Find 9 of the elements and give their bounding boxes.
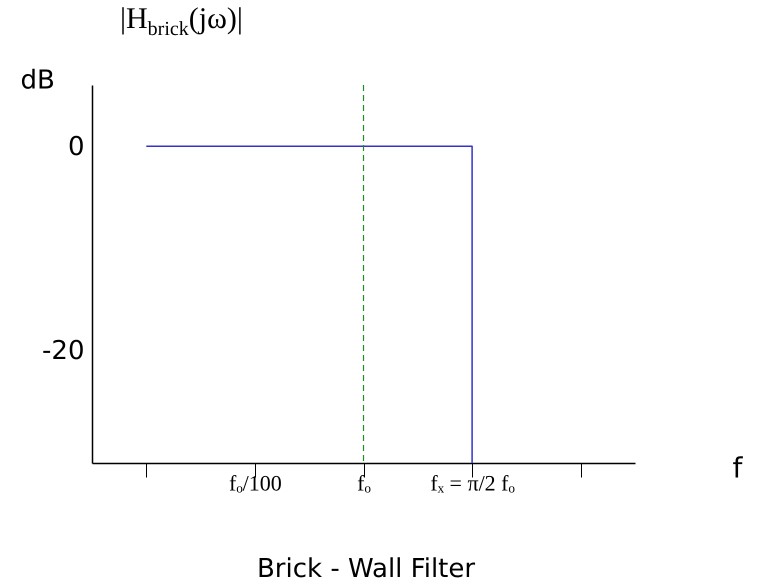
x-tick-label: fₒ/100 [229,470,282,496]
x-axis-title: f [732,452,744,484]
y-axis-title: dB [20,66,55,96]
text: |H$_{brick}$(jω)| [120,2,243,41]
y-tick-label: 0 [68,132,84,162]
y-tick-label: -20 [42,336,84,366]
x-tick-label: fₓ = π/2 fₒ [430,470,515,496]
x-tick-label: fₒ [357,470,371,496]
text: Brick - Wall Filter [256,554,476,582]
